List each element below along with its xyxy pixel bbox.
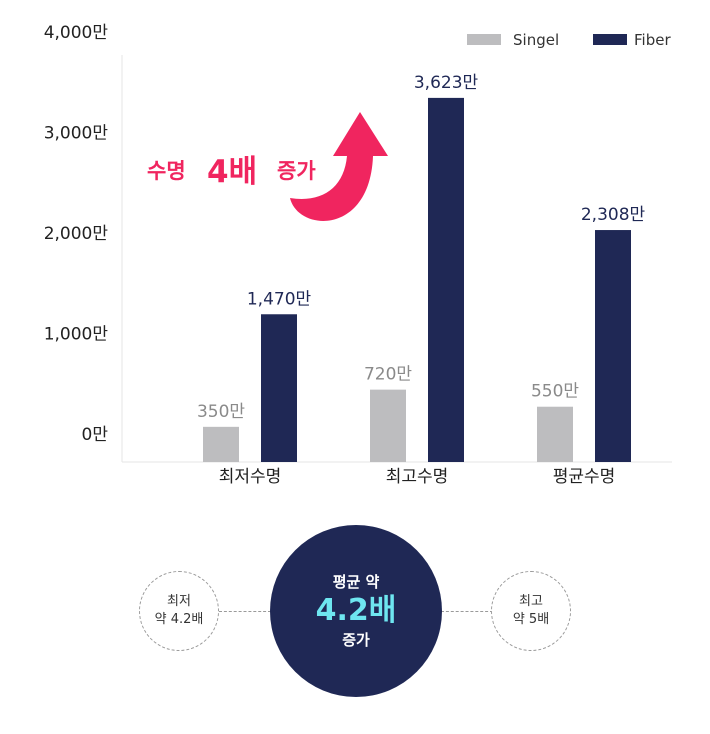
bar-value-label: 1,470만 bbox=[247, 289, 312, 309]
bar-value-label: 350만 bbox=[197, 402, 245, 422]
legend-label: Singel bbox=[513, 31, 559, 49]
y-tick-label: 4,000만 bbox=[44, 23, 109, 43]
y-tick-label: 3,000만 bbox=[44, 124, 109, 144]
bar-fiber bbox=[261, 314, 297, 462]
annotation-prefix: 수명 bbox=[147, 159, 186, 183]
min-summary-circle: 최저 약 4.2배 bbox=[139, 571, 219, 651]
bar-singel bbox=[537, 406, 573, 462]
avg-summary-value: 4.2배 bbox=[315, 593, 397, 628]
avg-summary-label: 평균 약 bbox=[332, 573, 380, 591]
bar-value-label: 2,308만 bbox=[581, 205, 646, 225]
bar-singel bbox=[370, 389, 406, 462]
connector-left bbox=[219, 611, 271, 612]
max-summary-circle: 최고 약 5배 bbox=[491, 571, 571, 651]
max-summary-value: 약 5배 bbox=[512, 612, 550, 627]
bar-value-label: 550만 bbox=[531, 382, 579, 402]
min-summary-label: 최저 bbox=[167, 594, 191, 609]
legend-swatch bbox=[467, 34, 501, 45]
bar-value-label: 3,623만 bbox=[414, 73, 479, 93]
y-tick-label: 1,000만 bbox=[44, 325, 109, 345]
legend-swatch bbox=[593, 34, 627, 45]
x-category-label: 평균수명 bbox=[553, 467, 616, 487]
annotation-suffix: 증가 bbox=[277, 159, 316, 183]
legend-label: Fiber bbox=[634, 31, 671, 49]
min-summary-value: 약 4.2배 bbox=[154, 612, 204, 627]
x-category-label: 최저수명 bbox=[219, 467, 282, 487]
avg-summary-suffix: 증가 bbox=[342, 631, 370, 649]
connector-right bbox=[441, 611, 493, 612]
y-tick-label: 2,000만 bbox=[44, 224, 109, 244]
bar-chart: 0만 1,000만 2,000만 3,000만 4,000만 350만 1,470만최저수… bbox=[44, 23, 672, 487]
y-tick-label: 0만 bbox=[82, 425, 109, 445]
bar-value-label: 720만 bbox=[364, 365, 412, 385]
max-summary-label: 최고 bbox=[519, 594, 543, 609]
avg-summary-circle: 평균 약 4.2배 증가 bbox=[270, 525, 442, 697]
annotation-highlight: 4배 bbox=[207, 154, 257, 190]
bar-fiber bbox=[428, 97, 464, 463]
bar-singel bbox=[203, 426, 239, 462]
curved-up-arrow-icon bbox=[290, 112, 388, 221]
bar-fiber bbox=[595, 230, 631, 462]
x-category-label: 최고수명 bbox=[386, 467, 449, 487]
